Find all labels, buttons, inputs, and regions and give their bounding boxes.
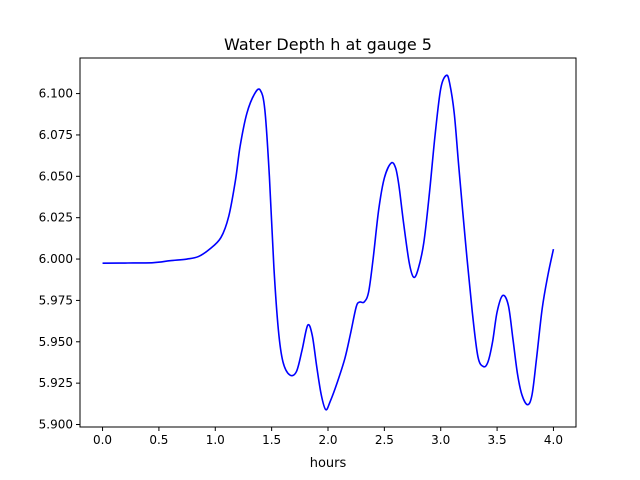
y-tick-label: 6.100 xyxy=(39,87,73,101)
plot-line-group xyxy=(102,74,555,411)
y-tick-label: 5.975 xyxy=(39,293,73,307)
x-tick-label: 2.0 xyxy=(318,433,337,447)
x-tick-label: 0.5 xyxy=(149,433,168,447)
x-tick-label: 4.0 xyxy=(544,433,563,447)
y-tick-label: 6.050 xyxy=(39,169,73,183)
y-tick-label: 6.075 xyxy=(39,128,73,142)
y-tick-label: 6.000 xyxy=(39,252,73,266)
series-line-0 xyxy=(102,74,555,411)
x-tick-label: 1.0 xyxy=(206,433,225,447)
x-tick-label: 0.0 xyxy=(93,433,112,447)
x-axis-label: hours xyxy=(310,456,347,471)
chart-title: Water Depth h at gauge 5 xyxy=(224,35,432,54)
y-tick-label: 6.025 xyxy=(39,211,73,225)
x-tick-label: 2.5 xyxy=(375,433,394,447)
y-tick-label: 5.900 xyxy=(39,418,73,432)
x-axis: 0.0 0.5 1.0 1.5 2.0 2.5 3.0 3.5 4.0 xyxy=(93,427,563,447)
x-tick-label: 1.5 xyxy=(262,433,281,447)
y-axis: 5.900 5.925 5.950 5.975 6.000 6.025 6.050 6.075… xyxy=(39,87,80,432)
y-tick-label: 5.925 xyxy=(39,376,73,390)
x-tick-label: 3.5 xyxy=(488,433,507,447)
y-tick-label: 5.950 xyxy=(39,335,73,349)
x-tick-label: 3.0 xyxy=(431,433,450,447)
